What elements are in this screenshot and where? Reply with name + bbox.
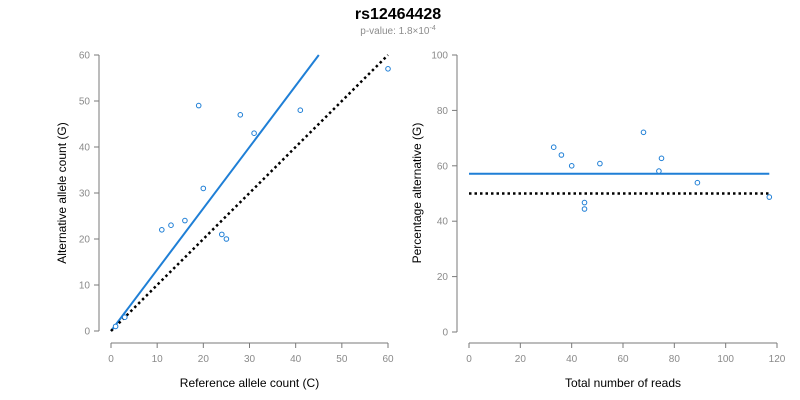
x-tick-label: 40 (566, 354, 578, 365)
x-tick-label: 20 (515, 354, 527, 365)
y-axis-label: Alternative allele count (G) (55, 122, 69, 263)
data-point (182, 217, 188, 224)
x-tick-label: 60 (617, 354, 629, 365)
allele-count-panel: 0 10 20 30 40 50 60 0 10 20 30 40 50 60 Reference alle… (55, 51, 394, 391)
y-tick-label: 20 (437, 272, 449, 283)
data-point (550, 144, 557, 150)
p-value-exponent: -4 (429, 25, 435, 32)
data-point (597, 160, 603, 167)
data-point (658, 155, 665, 162)
fitted-line (110, 54, 320, 332)
data-point (219, 231, 225, 238)
data-point (251, 130, 257, 136)
x-tick-label: 80 (669, 354, 681, 365)
y-tick-label: 60 (437, 161, 449, 172)
x-tick-label: 30 (244, 354, 256, 365)
data-point (568, 163, 575, 169)
x-tick-label: 0 (108, 354, 114, 365)
x-tick-label: 100 (717, 354, 734, 365)
data-point (200, 185, 207, 192)
data-point (159, 227, 165, 233)
y-tick-label: 10 (79, 281, 91, 292)
y-tick-label: 40 (79, 143, 91, 154)
y-tick-label: 100 (431, 51, 448, 62)
x-tick-label: 20 (198, 354, 210, 365)
data-point (195, 102, 202, 109)
data-point (766, 194, 773, 200)
x-tick-label: 0 (466, 354, 472, 365)
data-point (223, 236, 230, 242)
data-point (656, 168, 662, 174)
y-tick-label: 60 (79, 51, 91, 62)
data-point (168, 222, 174, 228)
data-point (581, 199, 588, 206)
percentage-panel: 0 20 40 60 80 100 120 0 20 40 60 80 100 Total number … (410, 51, 786, 391)
y-tick-label: 40 (437, 217, 449, 228)
x-axis-label: Reference allele count (C) (180, 376, 319, 390)
y-tick-label: 80 (437, 106, 449, 117)
x-tick-label: 40 (290, 354, 302, 365)
chart-subtitle: p-value: 1.8×10-4 (360, 25, 436, 37)
y-axis-label: Percentage alternative (G) (410, 123, 424, 264)
data-point (558, 152, 565, 158)
y-tick-label: 20 (79, 235, 91, 246)
data-point (640, 129, 647, 136)
data-point (385, 66, 391, 72)
data-point (112, 323, 119, 330)
p-value-text: p-value: 1.8×10 (360, 26, 430, 37)
x-axis-label: Total number of reads (565, 376, 681, 390)
chart-title: rs12464428 (355, 6, 441, 23)
x-tick-label: 50 (336, 354, 348, 365)
y-tick-label: 0 (84, 327, 90, 338)
y-tick-label: 50 (79, 97, 91, 108)
data-point (694, 179, 701, 186)
x-tick-label: 120 (769, 354, 786, 365)
x-tick-label: 10 (152, 354, 164, 365)
data-point (237, 112, 244, 118)
y-tick-label: 0 (442, 328, 448, 339)
x-tick-label: 60 (382, 354, 394, 365)
data-point (122, 314, 128, 321)
data-point (581, 206, 588, 212)
y-tick-label: 30 (79, 189, 91, 200)
expected-line (110, 54, 389, 332)
data-point (297, 107, 304, 113)
